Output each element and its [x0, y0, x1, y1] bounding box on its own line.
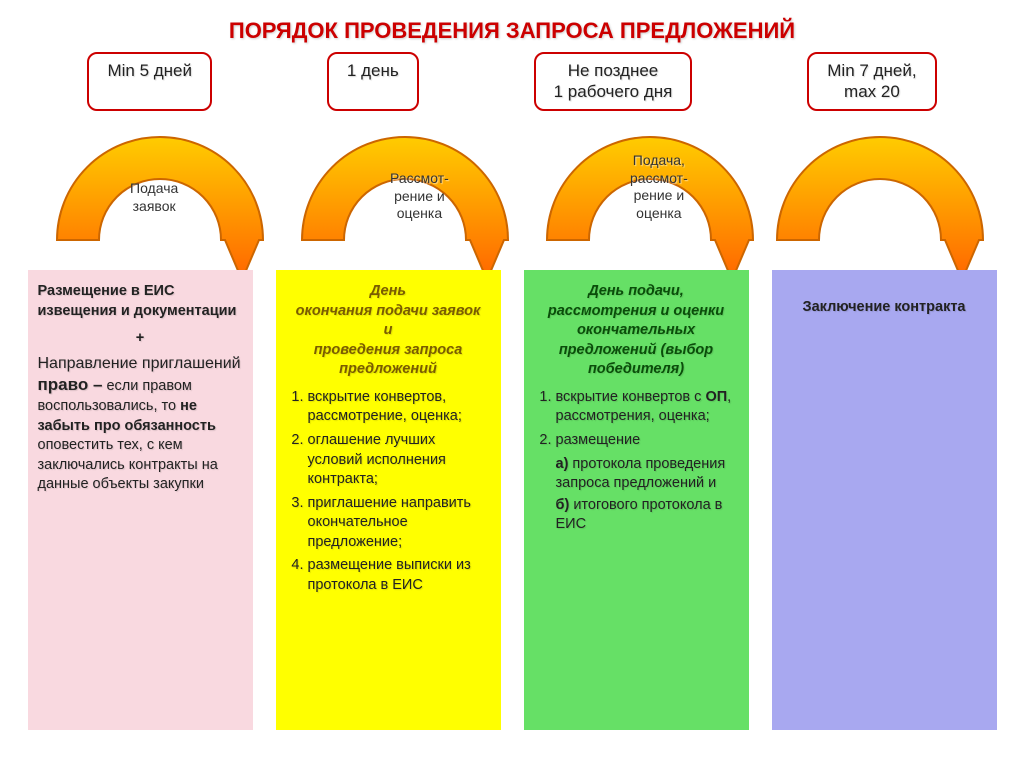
col1-line2e: оповестить тех, с кем заключались контра… [38, 437, 218, 492]
col1-plus: + [38, 329, 243, 349]
column-4: Заключение контракта [772, 270, 997, 730]
column-2: Деньокончания подачи заявокипроведения з… [276, 270, 501, 730]
page-title: ПОРЯДОК ПРОВЕДЕНИЯ ЗАПРОСА ПРЕДЛОЖЕНИЙ [0, 0, 1024, 44]
col4-text: Заключение контракта [782, 298, 987, 318]
time-box-4: Min 7 дней,max 20 [807, 52, 936, 111]
columns-row: Размещение в ЕИС извещения и документаци… [0, 270, 1024, 730]
interlabel-1: Подачазаявок [130, 180, 178, 215]
col3-item-1: вскрытие конвертов с ОП, рассмотрения, о… [556, 388, 739, 427]
time-box-2: 1 день [327, 52, 419, 111]
time-box-3: Не позднее1 рабочего дня [534, 52, 693, 111]
col3-list: вскрытие конвертов с ОП, рассмотрения, о… [534, 388, 739, 451]
col1-head1: Размещение в ЕИС извещения и документаци… [38, 283, 237, 319]
col3-op: ОП [705, 389, 727, 405]
col2-item-1: вскрытие конвертов, рассмотрение, оценка… [308, 388, 491, 427]
col3-sub-b-text: итогового протокола в ЕИС [556, 497, 723, 533]
col2-item-4: размещение выписки из протокола в ЕИС [308, 556, 491, 595]
col2-head: Деньокончания подачи заявокипроведения з… [286, 282, 491, 380]
col1-line2a: Направление приглашений [38, 355, 241, 372]
time-box-1: Min 5 дней [87, 52, 212, 111]
col3-item-2: размещение [556, 431, 739, 451]
column-1: Размещение в ЕИС извещения и документаци… [28, 270, 253, 730]
col3-sub-a-label: а) [556, 456, 569, 472]
column-3: День подачи, рассмотрения и оценки оконч… [524, 270, 749, 730]
col3-sub-a: а) протокола проведения запроса предложе… [534, 455, 739, 494]
col2-item-3: приглашение направить окончательное пред… [308, 494, 491, 553]
col3-sub-a-text: протокола проведения запроса предложений… [556, 456, 726, 492]
col3-sub-b-label: б) [556, 497, 570, 513]
col2-list: вскрытие конвертов, рассмотрение, оценка… [286, 388, 491, 596]
time-boxes-row: Min 5 дней 1 день Не позднее1 рабочего д… [0, 52, 1024, 111]
interlabel-2: Рассмот-рение иоценка [390, 170, 449, 223]
col2-item-2: оглашение лучших условий исполнения конт… [308, 431, 491, 490]
interlabel-3: Подача,рассмот-рение иоценка [630, 152, 688, 222]
col1-line2b: право – [38, 375, 103, 394]
interlabels-layer: Подачазаявок Рассмот-рение иоценка Подач… [0, 170, 1024, 270]
col3-item-1a: вскрытие конвертов с [556, 389, 706, 405]
col3-head: День подачи, рассмотрения и оценки оконч… [534, 282, 739, 380]
col1-body: Направление приглашений право – если пра… [38, 353, 243, 495]
col3-sub-b: б) итогового протокола в ЕИС [534, 496, 739, 535]
col1-head: Размещение в ЕИС извещения и документаци… [38, 282, 243, 321]
